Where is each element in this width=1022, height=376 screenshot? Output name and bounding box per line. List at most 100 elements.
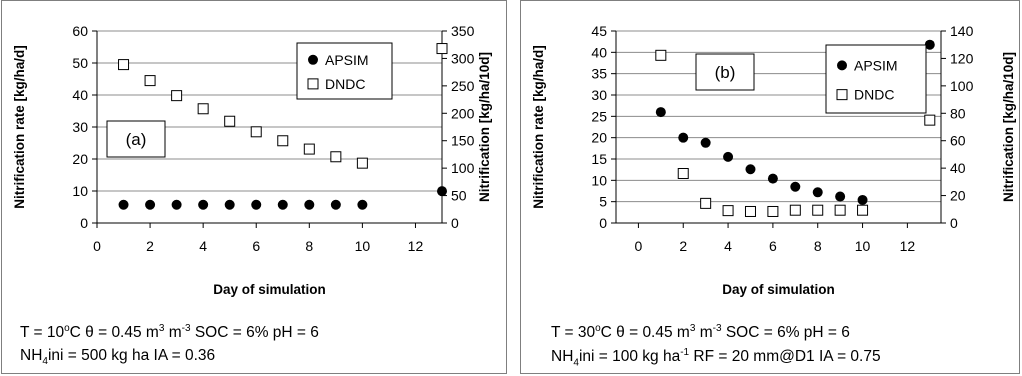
legend-label: DNDC [854,87,894,103]
y-tick-label: 45 [591,23,607,39]
dndc-point [224,115,236,127]
apsim-point [745,164,756,175]
apsim-point [198,199,209,210]
apsim-point [330,199,341,210]
y-tick-label: 15 [591,151,607,167]
x-tick-label: 12 [900,238,916,254]
dndc-point [677,168,689,180]
y-tick-label: 20 [72,151,88,167]
apsim-point [790,181,801,192]
x-tick-label: 10 [855,238,871,254]
apsim-point [118,199,129,210]
dndc-point [700,197,712,209]
y-tick-label: 40 [72,87,88,103]
y-tick-label: 10 [72,183,88,199]
apsim-point [251,199,262,210]
dndc-point [303,143,315,155]
y2-tick-label: 250 [451,78,475,94]
apsim-total-point [924,39,935,50]
dndc-total-point [924,114,936,126]
dndc-point [118,59,130,71]
y-tick-label: 40 [591,44,607,60]
y2-tick-label: 80 [950,105,966,121]
y2-tick-label: 100 [451,160,475,176]
legend-marker-apsim [308,54,318,65]
x-tick-label: 6 [769,238,777,254]
apsim-point [224,199,235,210]
caption-line2-b: NH4ini = 100 kg ha-1 RF = 20 mm@D1 IA = … [551,347,881,369]
dndc-point [250,126,262,138]
y2-tick-label: 100 [950,78,974,94]
y2-tick-label: 150 [451,133,475,149]
apsim-point [145,199,156,210]
dndc-point [277,135,289,147]
x-tick-label: 0 [635,238,643,254]
x-tick-label: 6 [252,238,260,254]
legend-box [825,44,927,114]
y-tick-label: 5 [599,194,607,210]
y2-tick-label: 120 [950,50,974,66]
y-tick-label: 50 [72,55,88,71]
y-tick-label: 10 [591,172,607,188]
apsim-point [171,199,182,210]
chart-a-svg: 0 10 20 30 40 50 60 0 50 100 150 200 250 300 350 0 2 4 6 8 1… [12,23,492,297]
dndc-point [812,204,824,216]
apsim-point [277,199,288,210]
panel-label-box [695,53,755,91]
y2-tick-label: 60 [950,133,966,149]
chart-panel-a: 0 10 20 30 40 50 60 0 50 100 150 200 250 300 350 0 2 4 6 8 1… [1,0,507,374]
y2-tick-label: 300 [451,50,475,66]
legend-marker-dndc [836,89,848,101]
x-tick-label: 8 [305,238,313,254]
caption-line1-b: T = 30oC θ = 0.45 m3 m-3 SOC = 6% pH = 6 [551,323,850,342]
y2-tick-label: 20 [950,188,966,204]
dndc-point [171,90,183,102]
y2-tick-label: 50 [451,188,467,204]
x-tick-label: 12 [408,238,424,254]
apsim-point [723,151,734,162]
legend-label: DNDC [325,76,365,92]
y2-axis-title: Nitrification [kg/ha/10d] [1001,52,1016,202]
x-tick-label: 2 [679,238,687,254]
y2-tick-label: 40 [950,160,966,176]
x-tick-label: 2 [146,238,154,254]
legend-label: APSIM [854,57,898,73]
legend-label: APSIM [325,52,369,68]
apsim-point [655,107,666,118]
chart-b-svg: 0 5 10 15 20 25 30 35 40 45 0 20 40 60 80 100 120 140 0 2 4 6… [531,23,1016,297]
dndc-point [356,157,368,169]
x-tick-label: 4 [199,238,207,254]
apsim-point [812,187,823,198]
x-tick-label: 10 [355,238,371,254]
y2-axis-title: Nitrification [kg/ha/10d] [477,52,492,202]
dndc-total-point [436,43,448,55]
y-tick-label: 30 [591,87,607,103]
y-axis-title: Nitrification rate [kg/ha/d] [12,45,27,209]
y-tick-label: 0 [599,215,607,231]
apsim-point [700,137,711,148]
y2-tick-label: 0 [950,215,958,231]
y2-tick-label: 0 [451,215,459,231]
chart-panel-b: 0 5 10 15 20 25 30 35 40 45 0 20 40 60 80 100 120 140 0 2 4 6… [520,0,1020,374]
dndc-point [767,205,779,217]
y2-tick-label: 140 [950,23,974,39]
y-tick-label: 60 [72,23,88,39]
y-tick-label: 25 [591,108,607,124]
y-tick-label: 20 [591,130,607,146]
apsim-point [857,194,868,205]
y-tick-label: 0 [80,215,88,231]
y-tick-label: 30 [72,119,88,135]
dndc-point [144,75,156,87]
legend-marker-dndc [307,78,319,90]
apsim-point [678,132,689,143]
legend-marker-apsim [837,60,847,71]
x-axis-title: Day of simulation [213,282,326,297]
x-axis-title: Day of simulation [722,282,835,297]
y-axis-title: Nitrification rate [kg/ha/d] [531,45,546,209]
panel-label: (b) [715,63,736,82]
x-tick-label: 4 [724,238,732,254]
apsim-point [835,191,846,202]
dndc-point [722,205,734,217]
apsim-point [304,199,315,210]
y-tick-label: 35 [591,66,607,82]
